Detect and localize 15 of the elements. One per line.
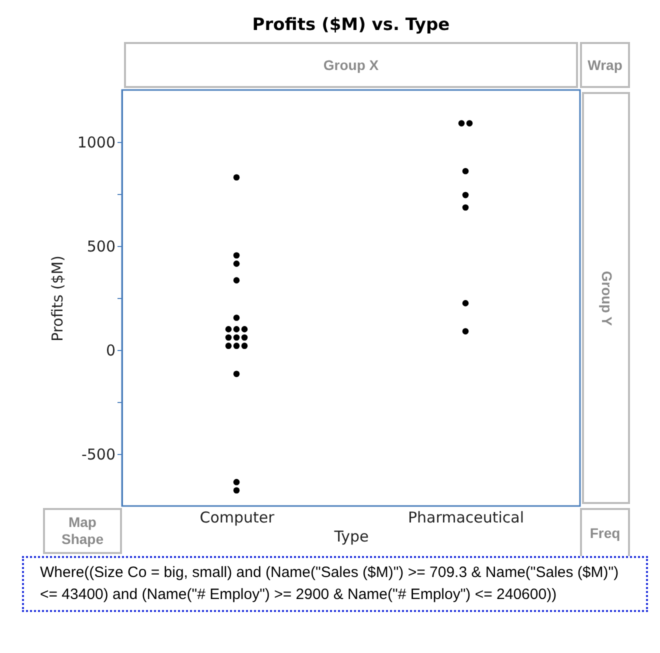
chart-title: Profits ($M) vs. Type <box>252 15 450 35</box>
y-tick-label: -500 <box>81 446 116 464</box>
y-tick-label: 500 <box>86 238 116 256</box>
text: Group X <box>323 56 379 74</box>
text: Group Y <box>598 270 614 326</box>
x-tick-label: Pharmaceutical <box>408 508 524 526</box>
x-tick-label: Computer <box>200 508 276 526</box>
x-axis-title: Type <box>333 528 369 546</box>
text: Wrap <box>588 56 622 74</box>
text: Freq <box>590 524 620 542</box>
text: Where((Size Co = big, small) and (Name("Sales ($M)") >= 709.3 & Name("Sales ($M)") <= 43400) and (Name("# Employ") >= 2900 & Name("# Employ") <= 240600)) <box>22 556 648 612</box>
y-tick-label: 1000 <box>77 134 116 152</box>
y-axis-title: Profits ($M) <box>48 256 66 342</box>
text: Map Shape <box>61 514 104 548</box>
y-tick-label: 0 <box>106 342 116 360</box>
